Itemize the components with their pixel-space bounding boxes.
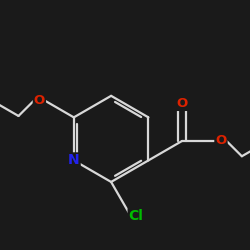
Text: O: O — [34, 94, 45, 107]
Text: N: N — [68, 154, 80, 168]
Text: Cl: Cl — [129, 209, 144, 223]
Text: O: O — [215, 134, 226, 147]
Text: O: O — [176, 97, 188, 110]
